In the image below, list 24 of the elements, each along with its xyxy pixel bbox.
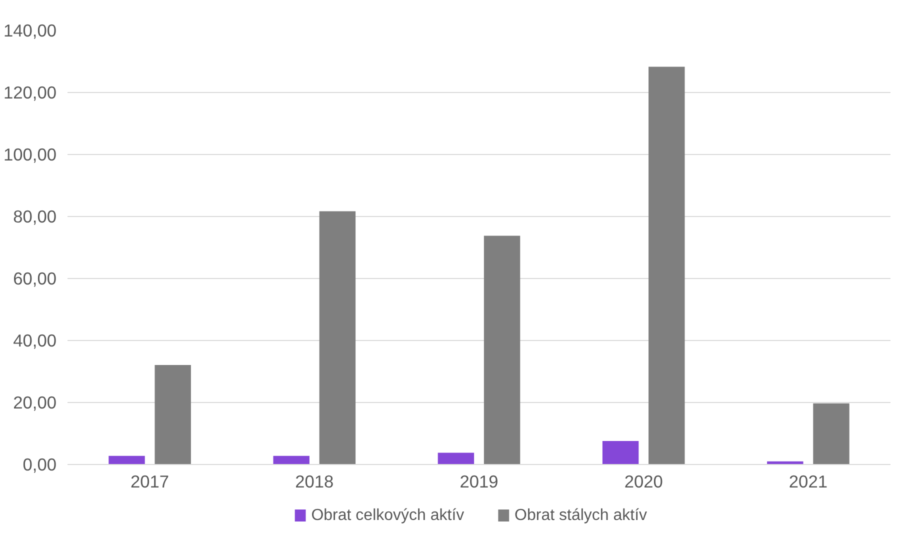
bar [108, 456, 145, 464]
bar [813, 403, 850, 464]
y-tick-label: 140,00 [4, 20, 56, 40]
y-tick-label: 20,00 [13, 392, 57, 412]
y-tick-label: 100,00 [4, 144, 56, 164]
bar [438, 452, 474, 464]
y-tick-label: 120,00 [4, 82, 56, 102]
bar [648, 66, 685, 464]
bar [602, 440, 639, 464]
legend-label: Obrat stálych aktív [514, 507, 648, 524]
x-tick-label: 2018 [295, 472, 334, 492]
x-tick-label: 2021 [788, 472, 828, 492]
legend-label: Obrat celkových aktív [311, 507, 464, 524]
bar [154, 364, 191, 464]
y-tick-label: 60,00 [13, 268, 57, 288]
x-tick-label: 2017 [130, 472, 170, 492]
x-tick-label: 2019 [460, 472, 498, 492]
bar [319, 211, 356, 464]
y-tick-label: 40,00 [13, 330, 57, 350]
bar [273, 456, 310, 464]
bar [484, 236, 520, 464]
y-tick-label: 80,00 [13, 206, 57, 226]
x-tick-label: 2020 [624, 472, 663, 492]
y-tick-label: 0,00 [22, 454, 57, 474]
